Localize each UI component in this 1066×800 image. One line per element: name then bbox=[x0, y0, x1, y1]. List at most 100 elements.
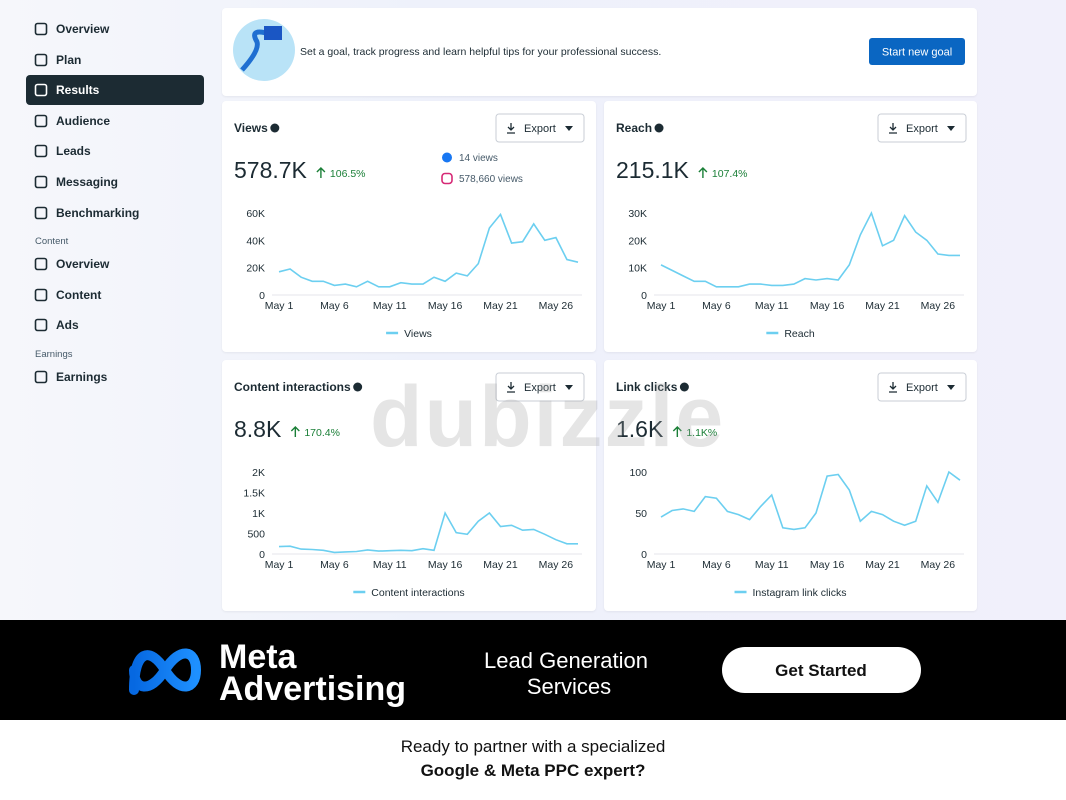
nav-item[interactable]: Ads bbox=[26, 310, 204, 340]
y-tick-label: 50 bbox=[635, 508, 647, 520]
nav-item[interactable]: Overview bbox=[26, 14, 204, 44]
x-tick-label: May 16 bbox=[428, 300, 463, 312]
export-label[interactable]: Export bbox=[906, 123, 938, 135]
nav-item-label[interactable]: Overview bbox=[56, 257, 110, 272]
get-started-button[interactable] bbox=[722, 647, 921, 693]
export-button[interactable] bbox=[877, 372, 967, 402]
brand-line2: Advertising bbox=[219, 670, 406, 708]
nav-item[interactable]: Messaging bbox=[26, 167, 204, 197]
nav-item-label[interactable]: Audience bbox=[56, 113, 111, 128]
metric-value: 1.6K bbox=[616, 416, 664, 442]
nav-item[interactable]: Earnings bbox=[26, 362, 204, 392]
ad-banner: Meta Advertising Lead Generation Service… bbox=[0, 620, 1066, 720]
nav-icon bbox=[34, 22, 48, 36]
legend-label: Reach bbox=[784, 328, 815, 340]
get-started-label[interactable]: Get Started bbox=[775, 661, 867, 680]
up-arrow-icon bbox=[698, 167, 708, 178]
y-tick-label: 60K bbox=[246, 208, 265, 220]
goal-banner-graphic: Set a goal, track progress and learn hel… bbox=[233, 19, 965, 81]
dropdown-caret bbox=[565, 126, 573, 131]
start-goal-button[interactable] bbox=[869, 38, 965, 65]
nav-icon-shape bbox=[34, 257, 48, 271]
export-button[interactable] bbox=[495, 113, 585, 143]
nav-item-label[interactable]: Plan bbox=[56, 52, 82, 67]
nav-icon-shape bbox=[34, 206, 48, 219]
export-button[interactable] bbox=[495, 372, 585, 402]
nav-icon bbox=[34, 206, 48, 219]
nav-item-label[interactable]: Ads bbox=[56, 318, 79, 333]
up-arrow-icon bbox=[316, 167, 326, 178]
y-tick-label: 0 bbox=[641, 290, 647, 302]
metric-change: 1.1K% bbox=[686, 427, 717, 439]
nav-item-label[interactable]: Leads bbox=[56, 144, 91, 159]
x-tick-label: May 6 bbox=[320, 559, 349, 571]
nav-item[interactable]: Leads bbox=[26, 136, 204, 166]
y-tick-label: 500 bbox=[247, 529, 265, 541]
legend-label: Views bbox=[404, 328, 432, 340]
info-icon bbox=[353, 382, 363, 392]
y-tick-label: 100 bbox=[629, 467, 647, 479]
info-icon bbox=[270, 123, 280, 133]
export-button[interactable] bbox=[877, 113, 967, 143]
ad-banner-graphic: Meta Advertising Lead Generation Service… bbox=[129, 638, 921, 708]
nav-item-label[interactable]: Results bbox=[56, 83, 100, 98]
nav-icon-shape bbox=[34, 370, 48, 384]
x-tick-label: May 26 bbox=[921, 300, 956, 312]
dropdown-caret bbox=[947, 385, 955, 390]
chart: Views Export 578.7K 106.5% 14 views 578,660 v… bbox=[234, 113, 585, 340]
chart-title: Views bbox=[234, 121, 268, 135]
x-tick-label: May 1 bbox=[647, 559, 676, 571]
download-icon bbox=[889, 123, 897, 134]
goal-text: Set a goal, track progress and learn hel… bbox=[300, 46, 661, 58]
metric-change: 107.4% bbox=[712, 168, 748, 180]
nav-item-label[interactable]: Messaging bbox=[56, 175, 119, 189]
metric-value: 8.8K bbox=[234, 416, 282, 442]
start-goal-button-label[interactable]: Start new goal bbox=[882, 47, 952, 59]
x-tick-label: May 16 bbox=[428, 559, 463, 571]
nav-item[interactable]: Results bbox=[26, 75, 204, 106]
y-tick-label: 2K bbox=[252, 467, 265, 479]
download-icon bbox=[889, 382, 897, 393]
y-tick-label: 10K bbox=[628, 263, 647, 275]
nav-icon bbox=[34, 319, 48, 332]
nav-heading: Content bbox=[35, 236, 69, 248]
info-icon bbox=[679, 382, 689, 392]
breakdown-label: 578,660 views bbox=[459, 174, 523, 185]
nav-item-label[interactable]: Earnings bbox=[56, 370, 108, 384]
x-tick-label: May 21 bbox=[865, 559, 900, 571]
nav-icon bbox=[34, 370, 48, 384]
nav-heading: Earnings bbox=[35, 349, 73, 360]
x-tick-label: May 16 bbox=[810, 559, 845, 571]
export-label[interactable]: Export bbox=[524, 123, 556, 135]
nav-item[interactable]: Benchmarking bbox=[26, 198, 204, 228]
x-tick-label: May 6 bbox=[702, 559, 731, 571]
export-label[interactable]: Export bbox=[906, 382, 938, 394]
download-icon bbox=[507, 123, 515, 134]
y-tick-label: 20K bbox=[628, 235, 647, 247]
nav-item-label[interactable]: Content bbox=[56, 287, 102, 302]
x-tick-label: May 21 bbox=[865, 300, 900, 312]
goal-flag-icon bbox=[264, 26, 282, 40]
series-line bbox=[660, 210, 960, 288]
x-tick-label: May 11 bbox=[755, 559, 789, 571]
nav-item-label[interactable]: Benchmarking bbox=[56, 205, 140, 220]
nav-item[interactable]: Content bbox=[26, 280, 204, 310]
export-label[interactable]: Export bbox=[524, 382, 556, 394]
nav-item[interactable]: Plan bbox=[26, 45, 204, 75]
metric-change: 170.4% bbox=[304, 427, 340, 439]
footer-line2: Google & Meta PPC expert? bbox=[420, 761, 646, 780]
goal-banner: Set a goal, track progress and learn hel… bbox=[222, 8, 977, 96]
nav-icon-shape bbox=[34, 175, 48, 189]
nav-item[interactable]: Audience bbox=[26, 106, 204, 136]
up-arrow-icon bbox=[672, 426, 682, 437]
y-tick-label: 0 bbox=[641, 549, 647, 561]
chart-title: Link clicks bbox=[616, 380, 678, 394]
nav-item[interactable]: Overview bbox=[26, 249, 204, 279]
legend-label: Instagram link clicks bbox=[753, 587, 847, 599]
footer: Ready to partner with a specialized Goog… bbox=[0, 720, 1066, 800]
chart: Content interactions Export 8.8K 170.4% 0 500… bbox=[234, 372, 585, 599]
brand-line1: Meta bbox=[219, 638, 298, 676]
nav-item-label[interactable]: Overview bbox=[56, 22, 110, 36]
nav-icon-shape bbox=[34, 145, 48, 158]
